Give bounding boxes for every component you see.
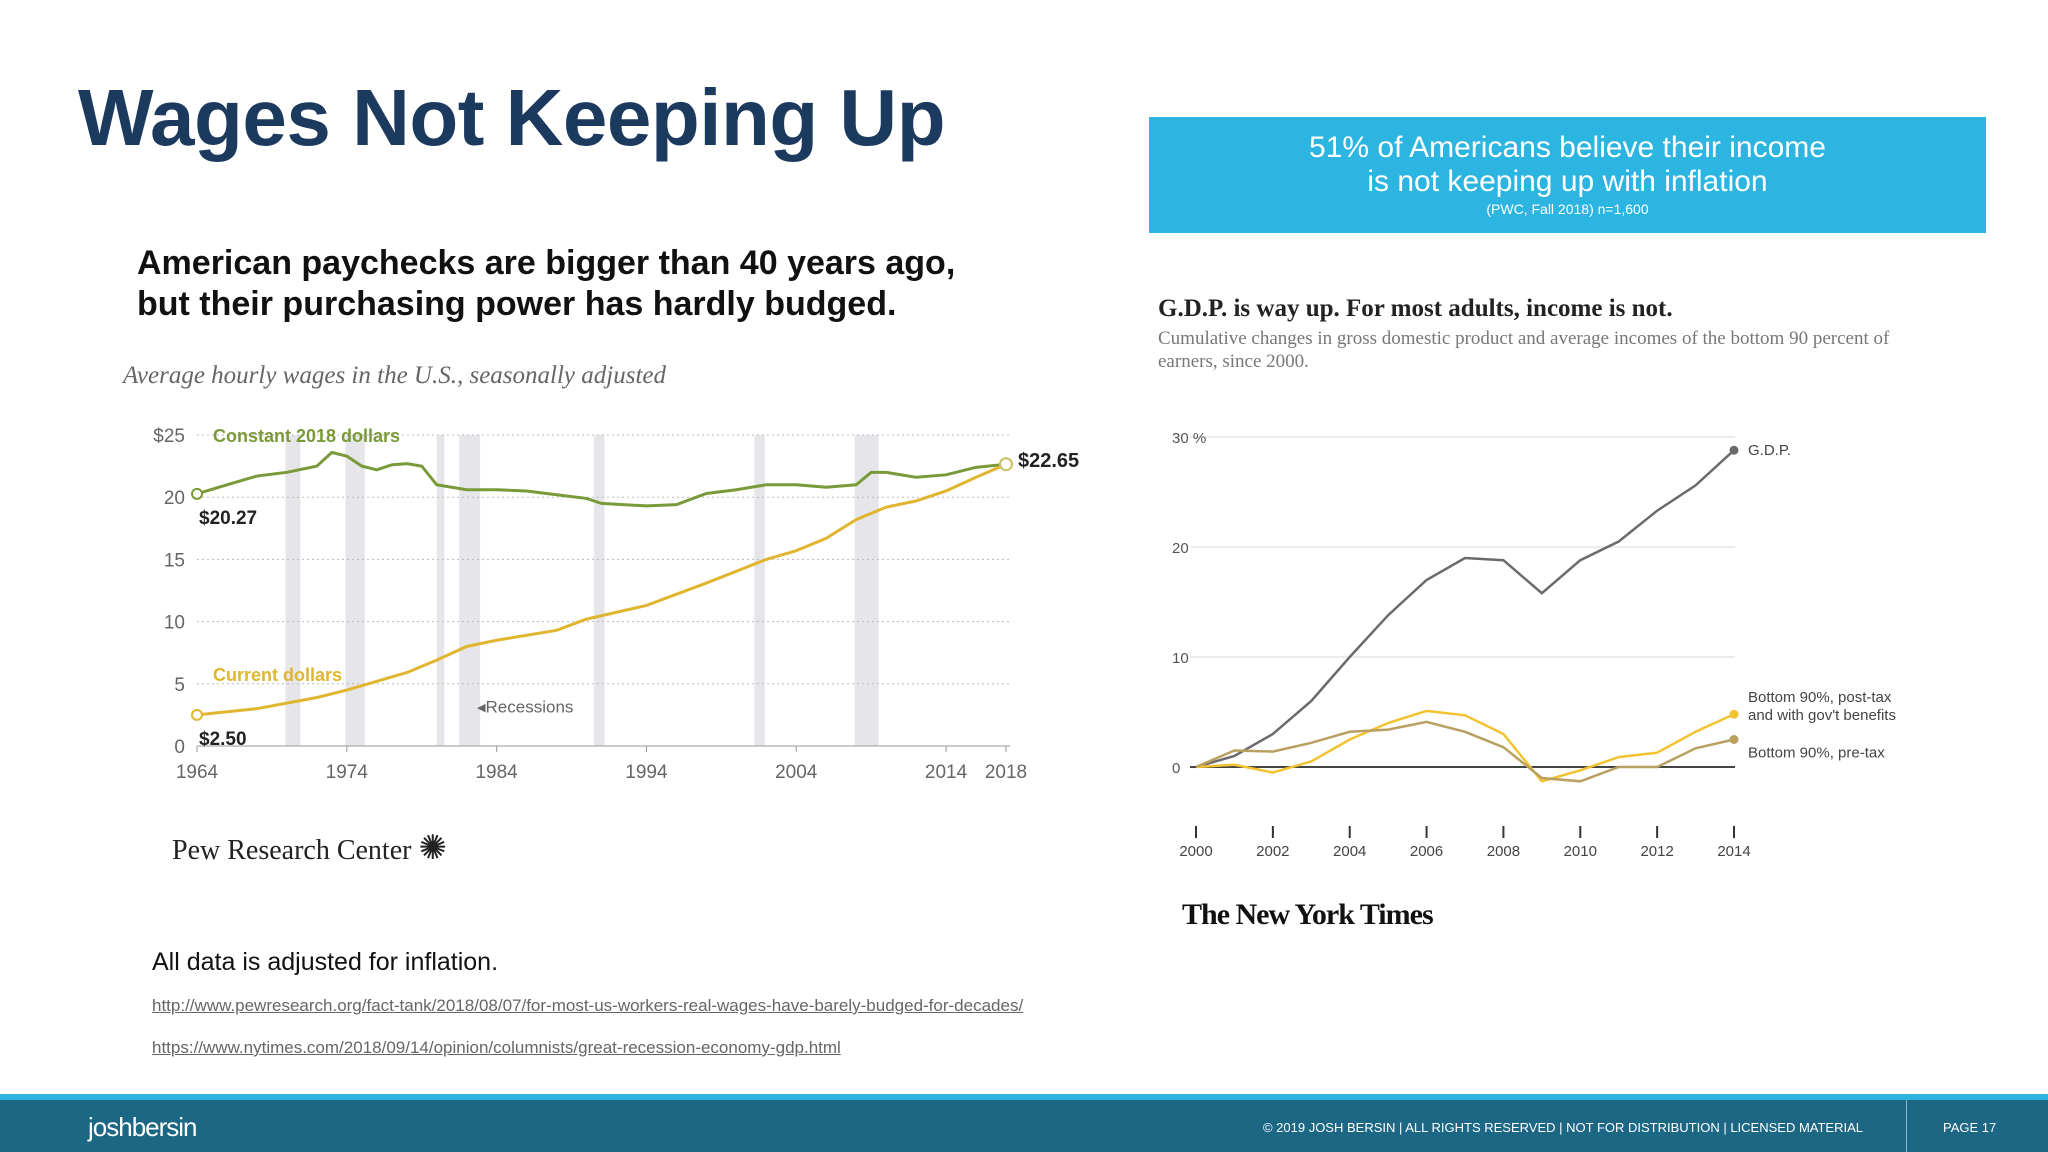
- start-label: $20.27: [199, 508, 257, 529]
- recession-band: [285, 435, 301, 746]
- wages-chart: 0 5 10 15 20 $25 1964 1974 1984 1994 2004 2014 2018 $…: [153, 426, 1079, 783]
- pew-link[interactable]: http://www.pewresearch.org/fact-tank/201…: [152, 996, 1024, 1015]
- left-chart-title: Average hourly wages in the U.S., season…: [123, 362, 666, 389]
- series-label: Current dollars: [213, 665, 342, 685]
- end-point: [999, 457, 1013, 472]
- y-tick-label: 10: [164, 613, 185, 634]
- x-tick-label: 2000: [1179, 843, 1212, 860]
- series-label: and with gov't benefits: [1748, 707, 1896, 724]
- recession-band: [594, 435, 605, 746]
- x-tick-label: 2002: [1256, 843, 1289, 860]
- x-tick-label: 2012: [1640, 843, 1673, 860]
- end-point: [1729, 709, 1739, 719]
- y-tick-label: 0: [174, 737, 185, 758]
- series-line: [1195, 709, 1735, 783]
- y-tick-label: 20: [1172, 540, 1189, 557]
- x-tick-label: 2004: [775, 762, 818, 783]
- callout-line: is not keeping up with inflation: [1367, 165, 1768, 198]
- recessions-label: ◂Recessions: [477, 697, 573, 716]
- x-tick-label: 2018: [985, 762, 1027, 783]
- recession-band: [459, 435, 481, 746]
- pew-logo: Pew Research Center ✺: [172, 830, 447, 867]
- start-label: $2.50: [199, 729, 247, 750]
- page-title: Wages Not Keeping Up: [78, 73, 946, 162]
- start-point: [191, 487, 203, 500]
- recession-band: [345, 435, 365, 746]
- end-point: [1729, 735, 1739, 744]
- footer-stripe: [0, 1094, 2048, 1100]
- x-tick-label: 2008: [1487, 843, 1520, 860]
- x-tick-label: 1984: [475, 762, 518, 783]
- recession-band: [436, 435, 445, 746]
- right-chart-title: G.D.P. is way up. For most adults, incom…: [1158, 295, 1673, 322]
- inflation-note: All data is adjusted for inflation.: [152, 948, 499, 976]
- start-point: [191, 708, 203, 721]
- series-line: [196, 462, 1007, 717]
- x-tick-label: 2004: [1333, 843, 1366, 860]
- series-line: [1195, 720, 1735, 783]
- subtitle: American paychecks are bigger than 40 ye…: [137, 243, 955, 325]
- y-tick-label: $25: [153, 426, 185, 447]
- joshbersin-logo: joshbersin: [88, 1112, 198, 1142]
- callout-line: 51% of Americans believe their income: [1309, 131, 1826, 164]
- series-label: Bottom 90%, pre-tax: [1748, 745, 1885, 762]
- subtitle-line: American paychecks are bigger than 40 ye…: [137, 244, 956, 282]
- gdp-chart: 0 10 20 30 % 2000 2002 2004 2006 2008 2010 2012 201…: [1172, 430, 1896, 860]
- copyright: © 2019 JOSH BERSIN | ALL RIGHTS RESERVED…: [1262, 1120, 1863, 1135]
- y-tick-label: 10: [1172, 650, 1189, 667]
- x-tick-label: 1994: [625, 762, 668, 783]
- series-line: [1195, 449, 1735, 769]
- nyt-link[interactable]: https://www.nytimes.com/2018/09/14/opini…: [152, 1038, 841, 1057]
- nyt-logo: The New York Times: [1182, 898, 1434, 931]
- y-tick-label: 5: [174, 675, 185, 696]
- end-label: $22.65: [1018, 450, 1079, 472]
- x-tick-label: 2014: [1717, 843, 1750, 860]
- y-tick-label: 0: [1172, 760, 1180, 777]
- page-number: PAGE 17: [1943, 1120, 1997, 1135]
- y-tick-label: 30 %: [1172, 430, 1206, 447]
- footer: joshbersin © 2019 JOSH BERSIN | ALL RIGH…: [0, 1100, 2048, 1152]
- x-tick-label: 2010: [1564, 843, 1597, 860]
- y-tick-label: 20: [164, 488, 185, 509]
- series-line: [196, 450, 1007, 508]
- right-chart-subtitle: Cumulative changes in gross domestic pro…: [1158, 328, 1890, 372]
- series-label: G.D.P.: [1748, 442, 1791, 459]
- x-tick-label: 2006: [1410, 843, 1443, 860]
- callout-box: 51% of Americans believe their income is…: [1149, 117, 1986, 233]
- series-label: Constant 2018 dollars: [213, 426, 400, 446]
- subtitle-line: but their purchasing power has hardly bu…: [137, 285, 897, 323]
- recession-band: [754, 435, 765, 746]
- footer-divider: [1906, 1100, 1907, 1152]
- x-tick-label: 1974: [326, 762, 369, 783]
- callout-source: (PWC, Fall 2018) n=1,600: [1486, 201, 1649, 217]
- x-tick-label: 1964: [176, 762, 219, 783]
- series-label: Bottom 90%, post-tax: [1748, 689, 1892, 706]
- x-tick-label: 2014: [925, 762, 968, 783]
- y-tick-label: 15: [164, 550, 185, 571]
- end-point: [1729, 445, 1739, 455]
